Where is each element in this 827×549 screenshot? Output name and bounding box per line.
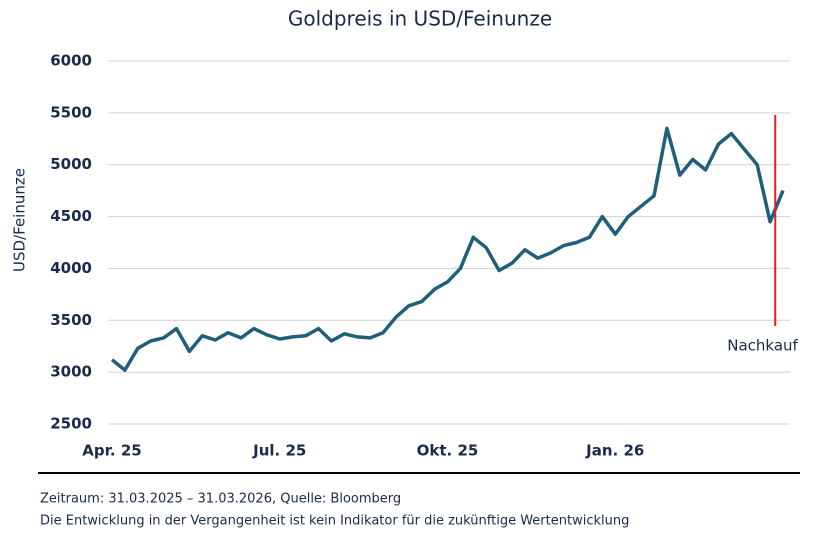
x-tick-label: Apr. 25 bbox=[82, 442, 141, 460]
y-axis-label: USD/Feinunze bbox=[11, 168, 29, 272]
y-tick-label: 6000 bbox=[50, 52, 92, 70]
x-tick-label: Okt. 25 bbox=[417, 442, 479, 460]
y-tick-label: 5500 bbox=[50, 103, 92, 121]
x-tick-label: Jul. 25 bbox=[252, 442, 306, 460]
y-tick-label: 3500 bbox=[50, 311, 92, 329]
y-tick-label: 3000 bbox=[50, 363, 92, 381]
x-tick-label: Jan. 26 bbox=[585, 442, 644, 460]
y-tick-label: 2500 bbox=[50, 415, 92, 433]
footer-disclaimer: Die Entwicklung in der Vergangenheit ist… bbox=[40, 514, 629, 529]
y-tick-label: 4500 bbox=[50, 207, 92, 225]
y-tick-label: 4000 bbox=[50, 259, 92, 277]
chart-title: Goldpreis in USD/Feinunze bbox=[288, 7, 552, 31]
footer-source: Zeitraum: 31.03.2025 – 31.03.2026, Quell… bbox=[40, 492, 401, 507]
price-line bbox=[110, 126, 785, 372]
y-tick-label: 5000 bbox=[50, 155, 92, 173]
annotation-label: Nachkauf bbox=[727, 337, 798, 355]
